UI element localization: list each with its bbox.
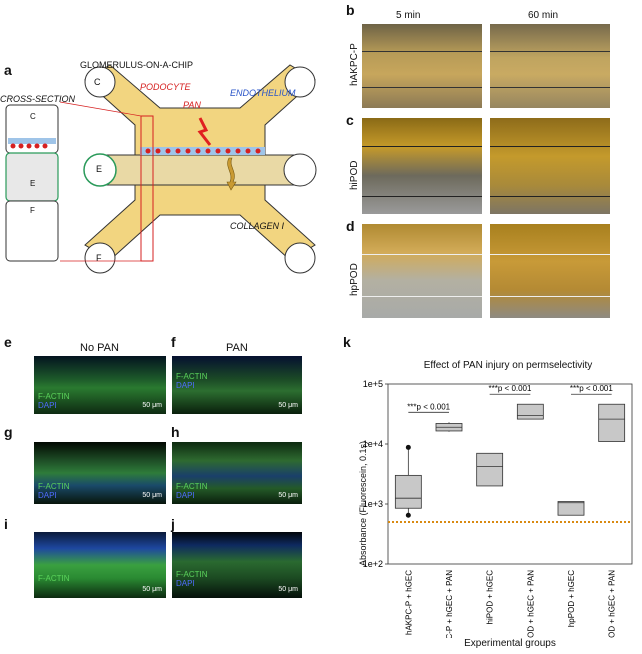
port-c-right [284,66,316,98]
fluor-j: F-ACTIN DAPI 50 μm [172,532,302,598]
micrograph-hipod-5min [362,118,482,214]
row-label-hipod: hiPOD [349,160,360,190]
row-label-hakpcp: hAKPC-P [349,43,360,86]
cross-section-label: CROSS-SECTION [0,94,76,104]
dapi-j: DAPI [176,579,195,588]
row-label-hppod: hpPOD [349,263,360,296]
micrograph-hakpcp-60min [490,24,610,108]
cross-section-f [5,200,59,262]
panel-label-k: k [343,334,351,350]
panel-label-i: i [4,516,8,532]
scale-g: 50 μm [142,492,162,499]
x-tick-label: hiPOD + hGEC [486,570,495,625]
podocyte-label: PODOCYTE [140,82,191,92]
port-e-left [83,153,117,187]
micrograph-hipod-60min [490,118,610,214]
x-tick-label: hpPOD + hGEC [567,570,576,627]
xsec-c-letter: C [30,112,36,121]
col-60min: 60 min [528,10,559,21]
xsec-f-letter: F [30,206,35,215]
box [476,452,504,487]
micrograph-hppod-5min [362,224,482,318]
port-e-letter: E [96,164,103,174]
panel-label-d: d [346,218,355,234]
panel-label-g: g [4,424,13,440]
fluor-e: F-ACTIN DAPI 50 μm [34,356,166,414]
scale-i: 50 μm [142,586,162,593]
factin-h: F-ACTIN [176,482,208,491]
y-tick-label: 1e+4 [363,439,383,449]
scale-j: 50 μm [278,586,298,593]
significance-label: ***p < 0.001 [489,384,532,393]
fluor-h: F-ACTIN DAPI 50 μm [172,442,302,504]
collagen-channel [99,154,301,186]
filtration-arrow-icon [226,157,237,191]
box [394,474,422,509]
plot-frame [387,383,633,565]
pan-label: PAN [183,100,201,110]
y-tick-label: 1e+2 [363,559,383,569]
x-tick-label: hAKPC-P + hGEC + PAN [445,570,454,638]
panel-label-b: b [346,2,355,18]
y-tick-label: 1e+5 [363,379,383,389]
dapi-f: DAPI [176,381,195,390]
endothelium-label: ENDOTHELIUM [230,88,296,98]
port-f-left [84,242,116,274]
col-pan: PAN [226,342,248,354]
collagen-label: COLLAGEN I [230,221,285,231]
port-e-right [283,153,317,187]
scale-f: 50 μm [278,402,298,409]
box [557,501,585,516]
chart-title: Effect of PAN injury on permselectivity [423,360,593,371]
chart-xlabel: Experimental groups [464,638,556,649]
boxplot-chart: 1e+2 1e+3 1e+4 1e+5 hAKPC-P + hGEC hAKPC-P + … [363,379,633,638]
chip-diagram [5,64,317,274]
factin-e: F-ACTIN [38,392,70,401]
micrograph-hakpcp-5min [362,24,482,108]
fluor-g: F-ACTIN DAPI 50 μm [34,442,166,504]
box [598,403,626,442]
diagram-title: GLOMERULUS-ON-A-CHIP [80,60,194,70]
pan-bolt-icon [197,117,212,146]
scale-e: 50 μm [142,402,162,409]
factin-i: F-ACTIN [38,574,70,583]
factin-j: F-ACTIN [176,570,208,579]
dapi-h: DAPI [176,491,195,500]
dapi-e: DAPI [38,401,57,410]
panel-label-j: j [171,516,175,532]
y-tick-label: 1e+3 [363,499,383,509]
panel-label-f: f [171,334,176,350]
panel-label-a: a [4,62,12,78]
col-no-pan: No PAN [80,342,119,354]
micrograph-hppod-60min [490,224,610,318]
panel-label-c: c [346,112,354,128]
port-c-left [84,66,116,98]
box-outlier [405,444,411,450]
cross-section-marker [140,115,154,262]
port-c-letter: C [94,77,101,87]
factin-g: F-ACTIN [38,482,70,491]
x-tick-label: hiPOD + hGEC + PAN [526,570,535,638]
factin-f: F-ACTIN [176,372,208,381]
fluor-f: F-ACTIN DAPI 50 μm [172,356,302,414]
col-5min: 5 min [396,10,421,21]
box [516,403,544,420]
fluor-i: F-ACTIN 50 μm [34,532,166,598]
significance-label: ***p < 0.001 [570,384,613,393]
port-f-right [284,242,316,274]
x-tick-label: hpPOD + hGEC + PAN [608,570,617,638]
xsec-e-letter: E [30,179,36,188]
panel-label-e: e [4,334,12,350]
panel-label-h: h [171,424,180,440]
dapi-g: DAPI [38,491,57,500]
scale-h: 50 μm [278,492,298,499]
x-tick-label: hAKPC-P + hGEC [404,570,413,635]
port-f-letter: F [96,253,102,263]
cross-section-e [5,152,59,202]
significance-label: ***p < 0.001 [407,402,450,411]
box-outlier [405,512,411,518]
podocyte-layer [140,147,265,155]
